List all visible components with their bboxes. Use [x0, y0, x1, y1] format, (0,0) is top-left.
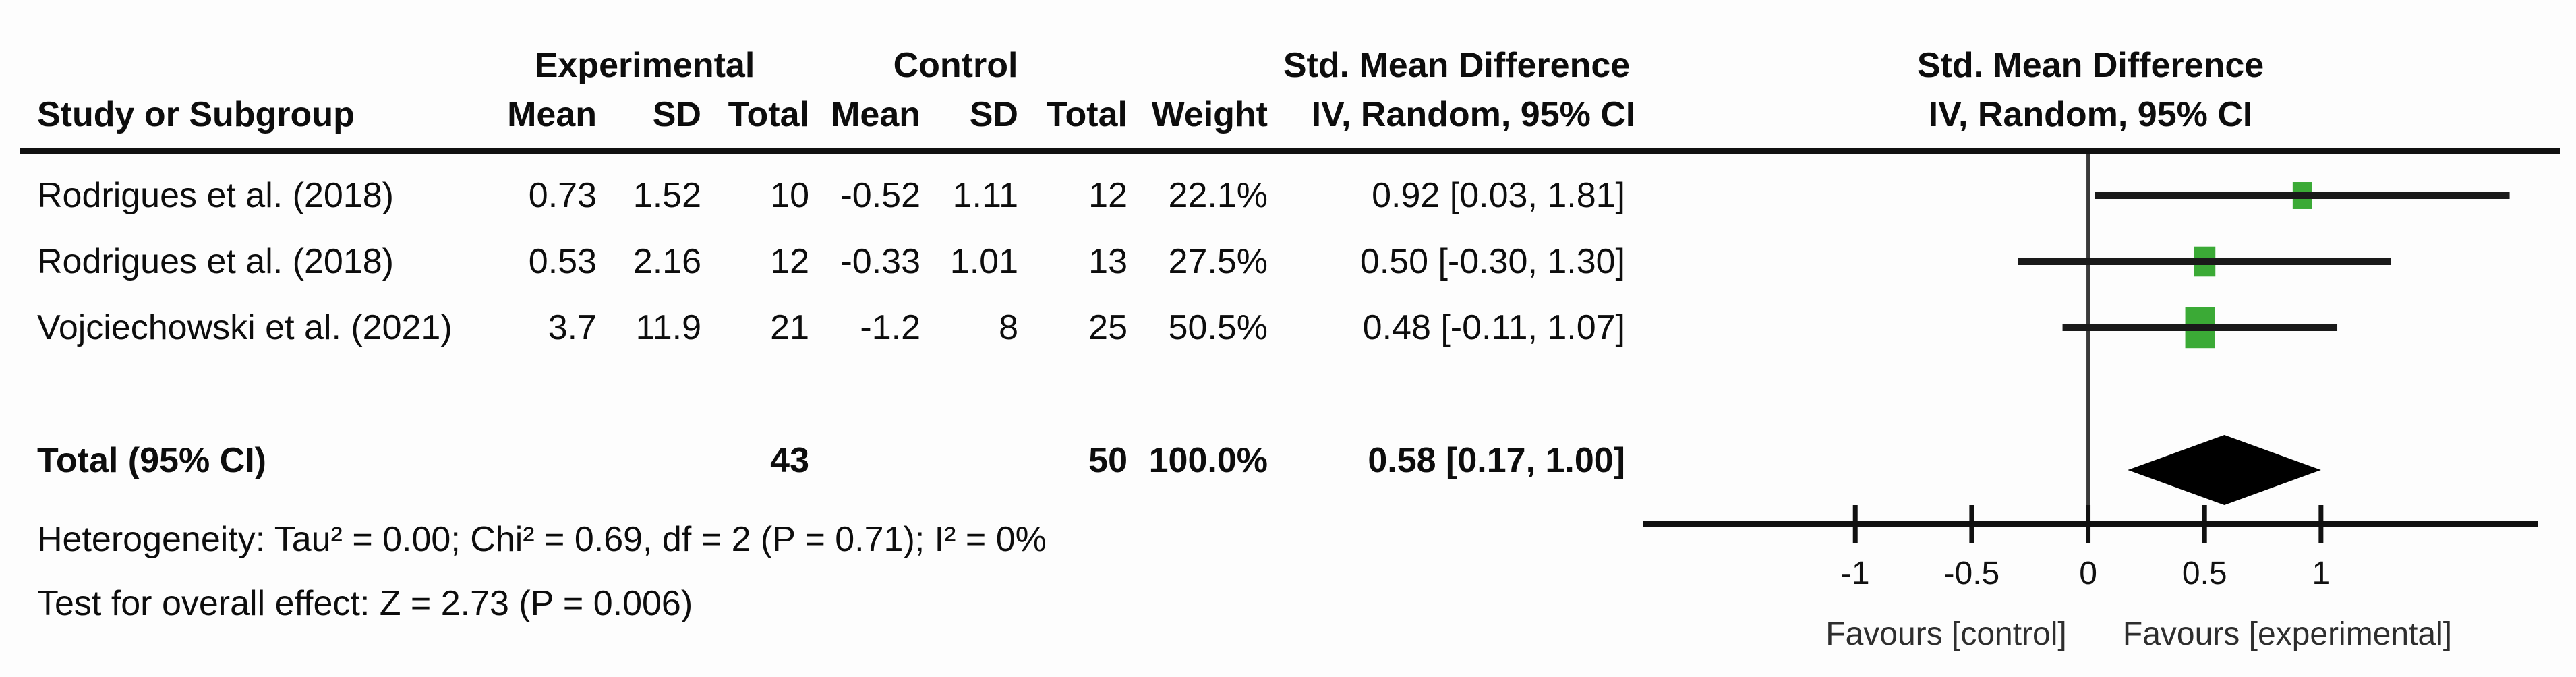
- column-header-row: Study or Subgroup Mean SD Total Mean SD …: [0, 93, 2576, 136]
- exp-sd: 2.16: [633, 242, 701, 281]
- group-header-control: Control: [893, 46, 1018, 85]
- exp-mean: 0.73: [528, 176, 597, 215]
- ci-text: 0.48 [-0.11, 1.07]: [1362, 308, 1625, 347]
- col-header-study: Study or Subgroup: [37, 95, 355, 134]
- col-header-iv-ci: IV, Random, 95% CI: [1311, 95, 1636, 134]
- exp-total: 12: [770, 242, 809, 281]
- table-row: Vojciechowski et al. (2021) 3.7 11.9 21 …: [0, 306, 2576, 349]
- weight-value: 50.5%: [1168, 308, 1268, 347]
- exp-total: 21: [770, 308, 809, 347]
- ci-text: 0.92 [0.03, 1.81]: [1372, 176, 1625, 215]
- plot-header-iv-ci: IV, Random, 95% CI: [1928, 95, 2253, 134]
- heterogeneity-row: Heterogeneity: Tau² = 0.00; Chi² = 0.69,…: [0, 518, 2576, 561]
- ctrl-total: 12: [1088, 176, 1128, 215]
- total-ci-text: 0.58 [0.17, 1.00]: [1368, 441, 1625, 480]
- weight-value: 22.1%: [1168, 176, 1268, 215]
- plot-header-smd: Std. Mean Difference: [1916, 46, 2264, 85]
- total-weight: 100.0%: [1148, 441, 1268, 480]
- ctrl-sd: 1.11: [952, 176, 1018, 215]
- overall-effect-row: Test for overall effect: Z = 2.73 (P = 0…: [0, 582, 2576, 625]
- study-label: Rodrigues et al. (2018): [37, 176, 394, 215]
- ci-text: 0.50 [-0.30, 1.30]: [1359, 242, 1625, 281]
- col-header-weight: Weight: [1151, 95, 1268, 134]
- total-exp-total: 43: [770, 441, 809, 480]
- exp-total: 10: [770, 176, 809, 215]
- exp-mean: 3.7: [548, 308, 597, 347]
- ctrl-total: 25: [1088, 308, 1128, 347]
- col-header-ctrl-mean: Mean: [831, 95, 920, 134]
- ctrl-sd: 1.01: [949, 242, 1018, 281]
- total-ctrl-total: 50: [1088, 441, 1128, 480]
- heterogeneity-text: Heterogeneity: Tau² = 0.00; Chi² = 0.69,…: [37, 520, 1047, 559]
- col-header-exp-sd: SD: [652, 95, 701, 134]
- col-header-exp-total: Total: [728, 95, 809, 134]
- exp-sd: 1.52: [633, 176, 701, 215]
- ctrl-sd: 8: [999, 308, 1018, 347]
- exp-sd: 11.9: [635, 308, 701, 347]
- total-label: Total (95% CI): [37, 441, 266, 480]
- study-label: Rodrigues et al. (2018): [37, 242, 394, 281]
- header-separator-line: [20, 148, 2560, 154]
- group-header-row: Experimental Control Std. Mean Differenc…: [0, 44, 2576, 87]
- ctrl-mean: -0.52: [840, 176, 920, 215]
- exp-mean: 0.53: [528, 242, 597, 281]
- col-header-ctrl-total: Total: [1046, 95, 1128, 134]
- table-row: Rodrigues et al. (2018) 0.73 1.52 10 -0.…: [0, 174, 2576, 217]
- col-header-ctrl-sd: SD: [969, 95, 1018, 134]
- ctrl-mean: -1.2: [860, 308, 920, 347]
- col-header-exp-mean: Mean: [507, 95, 597, 134]
- weight-value: 27.5%: [1168, 242, 1268, 281]
- table-row: Rodrigues et al. (2018) 0.53 2.16 12 -0.…: [0, 240, 2576, 283]
- ctrl-mean: -0.33: [840, 242, 920, 281]
- ctrl-total: 13: [1088, 242, 1128, 281]
- overall-effect-text: Test for overall effect: Z = 2.73 (P = 0…: [37, 584, 693, 623]
- group-header-experimental: Experimental: [534, 46, 755, 85]
- study-label: Vojciechowski et al. (2021): [37, 308, 452, 347]
- group-header-smd-left: Std. Mean Difference: [1283, 46, 1631, 85]
- total-row: Total (95% CI) 43 50 100.0% 0.58 [0.17, …: [0, 439, 2576, 482]
